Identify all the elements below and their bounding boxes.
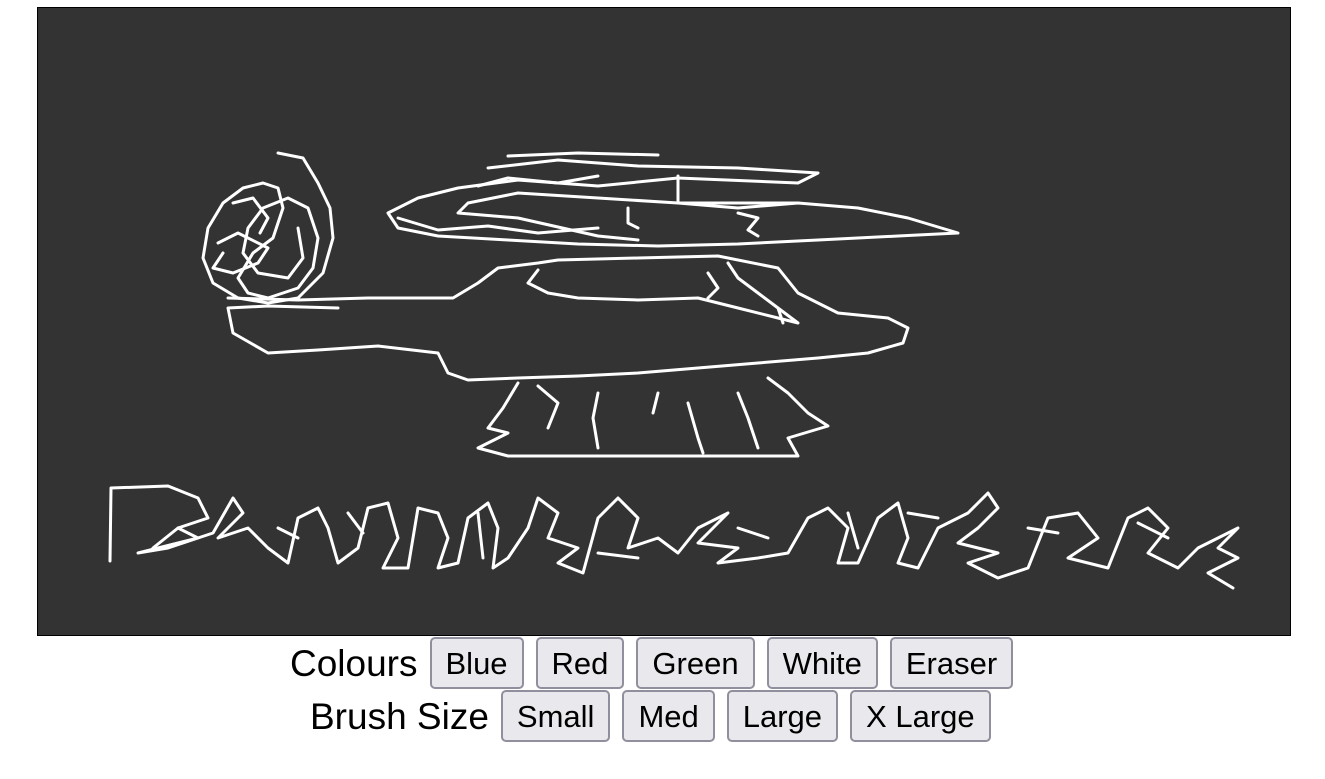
brush-size-toolbar: Brush Size Small Med Large X Large [310,690,1003,742]
sketch-strokes [108,151,1240,590]
brush-med-button[interactable]: Med [622,690,715,742]
sketch-stroke [476,376,830,458]
red-colour-button[interactable]: Red [535,637,625,689]
sketch-stroke [201,151,335,305]
blue-colour-button[interactable]: Blue [429,637,524,689]
brush-small-button[interactable]: Small [500,690,611,742]
drawing-surface[interactable] [38,8,1290,635]
green-colour-button[interactable]: Green [636,637,755,689]
sketch-stroke [211,196,270,275]
sketch-stroke [151,511,1170,560]
eraser-button[interactable]: Eraser [889,637,1014,689]
colours-toolbar: Colours Blue Red Green White Eraser [290,637,1025,689]
sketch-stroke [526,261,800,325]
sketch-stroke [226,254,910,382]
sketch-stroke [396,174,800,238]
white-colour-button[interactable]: White [766,637,878,689]
brush-xlarge-button[interactable]: X Large [850,690,991,742]
sketch-stroke [386,151,960,248]
drawing-canvas[interactable] [37,7,1291,636]
brush-large-button[interactable]: Large [726,690,839,742]
colours-label: Colours [290,642,418,684]
sketch-stroke [108,484,1240,590]
brush-size-label: Brush Size [310,695,489,737]
